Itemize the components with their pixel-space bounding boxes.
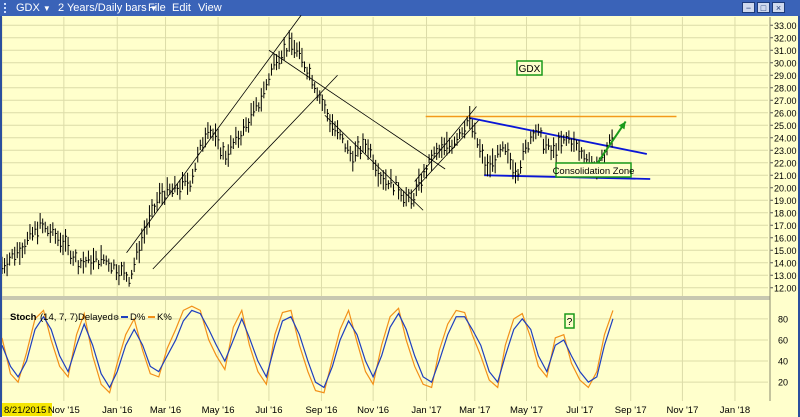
- chevron-down-icon: ▼: [149, 4, 158, 13]
- y-tick-label: 13.00: [774, 271, 797, 281]
- gdx-label: GDX: [519, 64, 541, 75]
- period-label: 2 Years/Daily bars: [58, 2, 147, 14]
- maximize-button[interactable]: □: [757, 2, 770, 13]
- x-tick-label: May '17: [510, 405, 543, 416]
- y-tick-label: 18.00: [774, 208, 797, 218]
- x-tick-label: Jan '17: [411, 405, 441, 416]
- price-grid: [1, 17, 768, 296]
- wedge-upper-line: [468, 116, 648, 155]
- channel-line: [152, 74, 338, 270]
- y-tick-label: 60: [778, 335, 788, 345]
- window-border-right: [798, 16, 800, 417]
- x-tick-label: Nov '16: [357, 405, 389, 416]
- stoch-params: (14, 7, 7): [40, 312, 78, 323]
- stoch-label: Stoch: [10, 312, 37, 323]
- x-tick-label: Jan '18: [720, 405, 750, 416]
- question-label: ?: [567, 317, 573, 328]
- stoch-y-axis: 20 40 60 80: [778, 314, 788, 387]
- y-tick-label: 20.00: [774, 183, 797, 193]
- price-panel: [2, 17, 770, 296]
- chevron-down-icon: ▼: [42, 4, 51, 13]
- x-tick-label: Sep '16: [305, 405, 337, 416]
- consolidation-label: Consolidation Zone: [553, 166, 635, 177]
- y-tick-label: 29.00: [774, 71, 797, 81]
- close-button[interactable]: ×: [772, 2, 785, 13]
- x-tick-label: 8/21/2015: [4, 405, 46, 416]
- symbol-label: GDX: [16, 2, 40, 14]
- y-tick-label: 32.00: [774, 33, 797, 43]
- x-tick-label: Sep '17: [615, 405, 647, 416]
- y-tick-label: 16.00: [774, 233, 797, 243]
- y-tick-label: 14.00: [774, 258, 797, 268]
- y-tick-label: 80: [778, 314, 788, 324]
- y-tick-label: 21.00: [774, 171, 797, 181]
- price-y-axis: 12.00 13.00 14.00 15.00 16.00 17.00 18.00 19.00…: [770, 21, 797, 293]
- y-tick-label: 31.00: [774, 46, 797, 56]
- breakout-arrow: [595, 120, 627, 166]
- y-tick-label: 28.00: [774, 83, 797, 93]
- gdx-label-box: GDX: [516, 60, 543, 76]
- y-tick-label: 25.00: [774, 121, 797, 131]
- stoch-mode: Delayed: [78, 312, 113, 323]
- k-legend-label: K%: [157, 312, 172, 323]
- x-tick-label: Jan '16: [102, 405, 132, 416]
- channel-line: [414, 106, 477, 182]
- x-axis: 8/21/2015 Nov '15 Jan '16 Mar '16 May '16 Jul…: [2, 403, 750, 416]
- symbol-selector[interactable]: GDX ▼: [16, 1, 51, 16]
- channel-line: [268, 49, 446, 170]
- settings-icon[interactable]: ⚙: [113, 314, 119, 322]
- x-tick-label: Jul '16: [255, 405, 282, 416]
- title-bar: GDX ▼ 2 Years/Daily bars ▼ File Edit View …: [0, 0, 800, 16]
- y-tick-label: 24.00: [774, 133, 797, 143]
- y-tick-label: 12.00: [774, 283, 797, 293]
- y-tick-label: 17.00: [774, 221, 797, 231]
- x-tick-label: Nov '17: [666, 405, 698, 416]
- panel-divider[interactable]: [2, 296, 770, 300]
- arrow-head: [618, 121, 626, 130]
- y-tick-label: 15.00: [774, 246, 797, 256]
- y-tick-label: 40: [778, 357, 788, 367]
- trend-channels: [126, 15, 481, 270]
- x-tick-label: Mar '16: [150, 405, 181, 416]
- y-tick-label: 33.00: [774, 21, 797, 31]
- stoch-grid: [1, 300, 768, 401]
- y-tick-label: 20: [778, 378, 788, 388]
- y-tick-label: 30.00: [774, 58, 797, 68]
- y-tick-label: 27.00: [774, 96, 797, 106]
- stoch-panel: [2, 300, 770, 401]
- x-tick-label: May '16: [202, 405, 235, 416]
- y-tick-label: 22.00: [774, 158, 797, 168]
- menu-edit[interactable]: Edit: [172, 2, 191, 14]
- menu-file[interactable]: File: [148, 2, 166, 14]
- x-tick-label: Jul '17: [566, 405, 593, 416]
- period-selector[interactable]: 2 Years/Daily bars ▼: [58, 1, 158, 16]
- consolidation-label-box: Consolidation Zone: [553, 162, 635, 178]
- y-tick-label: 23.00: [774, 146, 797, 156]
- minimize-button[interactable]: −: [742, 2, 755, 13]
- d-legend-label: D%: [130, 312, 146, 323]
- window-border-left: [0, 16, 2, 417]
- x-axis-strip: [2, 401, 800, 417]
- price-bars: [1, 30, 614, 287]
- menu-view[interactable]: View: [198, 2, 222, 14]
- grip-icon[interactable]: [4, 3, 14, 13]
- x-tick-label: Mar '17: [459, 405, 490, 416]
- stoch-d-line: [1, 309, 614, 389]
- question-label-box: ?: [564, 313, 575, 329]
- start-date-highlight: [2, 403, 52, 416]
- stoch-k-line: [1, 305, 614, 394]
- arrow-shaft: [595, 120, 627, 166]
- y-tick-label: 26.00: [774, 108, 797, 118]
- channel-line: [410, 118, 481, 195]
- x-tick-label: Nov '15: [48, 405, 80, 416]
- y-tick-label: 19.00: [774, 196, 797, 206]
- stoch-legend: Stoch (14, 7, 7) Delayed ⚙ D% K%: [10, 312, 172, 323]
